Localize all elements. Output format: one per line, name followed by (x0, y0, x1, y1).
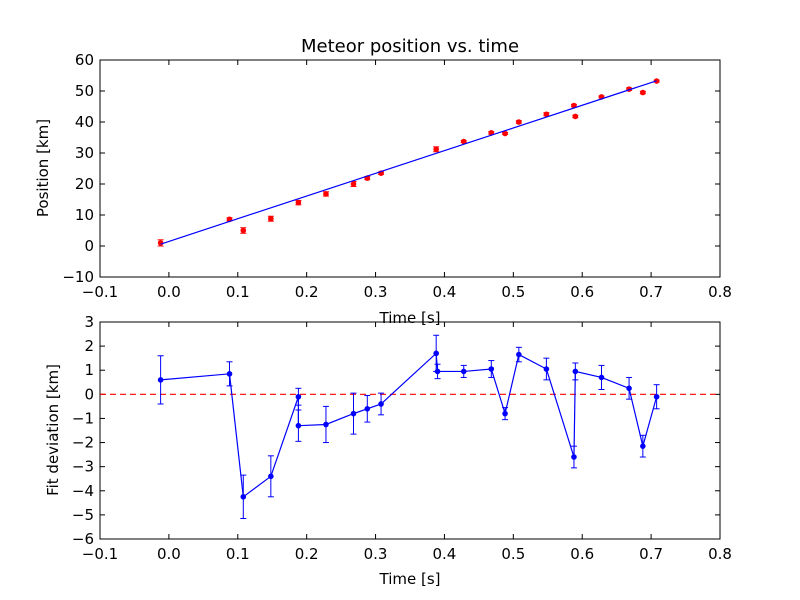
data-point (572, 113, 579, 120)
x-axis-label: Time [s] (379, 570, 441, 588)
y-tick-label: −2 (72, 434, 94, 452)
data-point (640, 443, 646, 449)
y-tick-label: 0 (84, 385, 94, 403)
y-tick-label: 20 (75, 175, 94, 193)
data-point (350, 410, 357, 417)
data-point (295, 199, 302, 206)
y-tick-label: −6 (72, 530, 94, 548)
x-tick-label: 0.1 (226, 545, 250, 563)
data-point (488, 366, 495, 372)
data-point (240, 227, 247, 234)
x-tick-label: 0.1 (226, 283, 250, 301)
data-point (543, 366, 550, 372)
y-axis-label: Position [km] (34, 119, 52, 217)
y-tick-label: −5 (72, 506, 94, 524)
data-point (433, 350, 439, 357)
axes-frame (99, 321, 721, 540)
x-tick-label: 0.2 (295, 283, 319, 301)
data-point (226, 371, 233, 377)
data-point (295, 422, 302, 429)
data-point (626, 385, 632, 392)
x-tick-label: 0.3 (364, 283, 388, 301)
data-point (571, 454, 577, 460)
data-point (572, 368, 579, 375)
x-tick-label: 0.3 (364, 545, 388, 563)
y-axis-label: Fit deviation [km] (44, 364, 62, 496)
data-point (378, 401, 384, 407)
data-point (268, 215, 274, 222)
x-axis-label: Time [s] (379, 309, 441, 327)
y-tick-label: −1 (72, 409, 94, 427)
x-tick-label: 0.2 (295, 545, 319, 563)
data-point (350, 181, 357, 187)
y-tick-label: 10 (75, 206, 94, 224)
y-tick-label: −4 (72, 482, 94, 500)
data-point (502, 410, 508, 417)
axes-frame (99, 59, 721, 278)
y-tick-label: 0 (84, 237, 94, 255)
fit-line (160, 80, 657, 245)
y-tick-label: 1 (84, 361, 94, 379)
data-point (640, 89, 646, 96)
x-tick-label: 0.8 (708, 283, 732, 301)
data-point (460, 138, 467, 145)
data-point (433, 146, 439, 153)
data-point (295, 393, 302, 400)
y-tick-label: 2 (84, 337, 94, 355)
data-point (516, 351, 522, 358)
x-tick-label: 0.4 (433, 545, 457, 563)
x-tick-label: 0.5 (501, 545, 525, 563)
deviation-plot-area: −0.1 0.0 0.1 0.2 0.3 0.4 0.5 0.6 0.7 0.8 −6 −5 −4 −3 −… (72, 313, 732, 563)
y-tick-label: 50 (75, 82, 94, 100)
data-point (323, 421, 329, 428)
y-tick-label: 30 (75, 144, 94, 162)
data-point (516, 119, 522, 125)
data-point (434, 368, 441, 375)
x-tick-label: 0.0 (157, 283, 181, 301)
x-tick-label: 0.7 (639, 283, 663, 301)
data-point (157, 240, 164, 246)
data-point (502, 130, 508, 137)
position-plot-area: −0.1 0.0 0.1 0.2 0.3 0.4 0.5 0.6 0.7 0.8 −10 0 10 20 3… (62, 51, 732, 301)
data-point (157, 377, 164, 383)
data-point (598, 374, 605, 381)
x-tick-label: 0.8 (708, 545, 732, 563)
data-point (323, 191, 329, 197)
y-tick-label: 3 (84, 313, 94, 331)
x-tick-label: 0.5 (501, 283, 525, 301)
x-tick-label: 0.0 (157, 545, 181, 563)
chart-title: Meteor position vs. time (301, 36, 519, 57)
data-point (240, 494, 247, 500)
x-tick-label: 0.7 (639, 545, 663, 563)
y-tick-label: 40 (75, 113, 94, 131)
data-point (653, 393, 660, 400)
x-tick-label: −0.1 (82, 545, 118, 563)
data-point (543, 111, 550, 118)
x-tick-label: 0.4 (433, 283, 457, 301)
y-tick-label: −3 (72, 458, 94, 476)
x-tick-label: −0.1 (82, 283, 118, 301)
x-tick-label: 0.6 (570, 545, 594, 563)
data-point (460, 368, 467, 375)
deviation-panel: −0.1 0.0 0.1 0.2 0.3 0.4 0.5 0.6 0.7 0.8 −6 −5 −4 −3 −… (44, 313, 732, 588)
data-point (268, 473, 274, 480)
y-tick-label: −10 (62, 268, 94, 286)
y-tick-label: 60 (75, 51, 94, 69)
data-point (364, 406, 371, 412)
x-tick-label: 0.6 (570, 283, 594, 301)
